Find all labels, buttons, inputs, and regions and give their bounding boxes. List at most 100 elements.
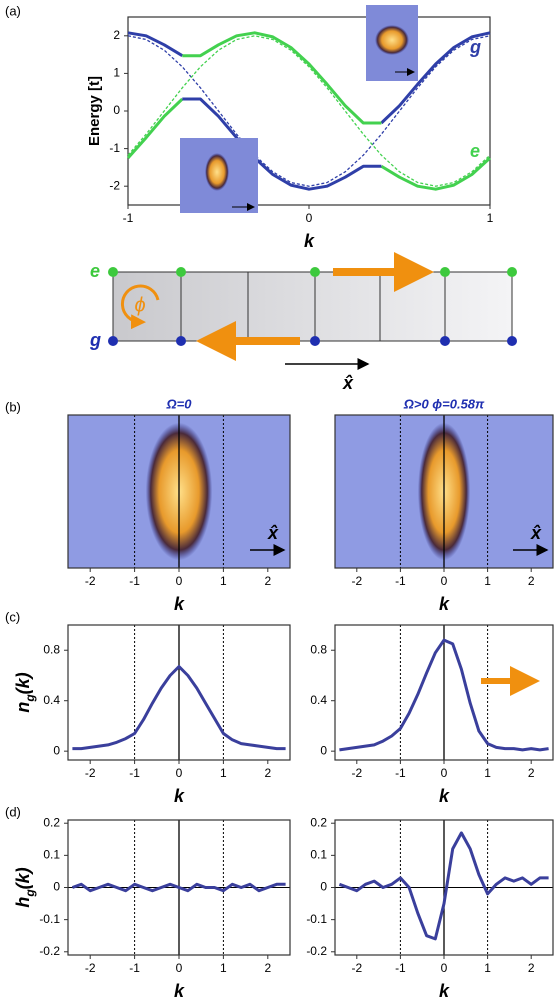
y-tick-label: 2 <box>113 28 120 42</box>
x-axis-label: k <box>439 594 450 614</box>
x-tick-label: -1 <box>395 766 406 780</box>
phase-arrow <box>120 284 160 330</box>
x-tick-label: -2 <box>85 766 96 780</box>
y-tick-label: 1 <box>113 66 120 80</box>
x-tick-label: -2 <box>351 766 362 780</box>
g-sites <box>108 336 517 346</box>
x-tick-label: -2 <box>351 574 362 588</box>
e-sites <box>108 267 517 277</box>
y-tick-label: 0 <box>320 880 327 894</box>
y-tick-label: -0.1 <box>306 912 327 926</box>
y-tick-label: -2 <box>109 178 120 192</box>
g-label: g <box>89 330 101 350</box>
x-tick-label: -1 <box>129 961 140 975</box>
plots: (a) -1 0 1 k -2 -1 0 1 2 Energy [t] g e (b) Ω=0 -2 -1 0 1 2… <box>5 3 554 1001</box>
y-tick-label: 0.1 <box>43 848 60 862</box>
x-axis-label: k <box>304 231 315 251</box>
annotation: e <box>470 141 480 161</box>
inset-cloud <box>205 153 229 191</box>
x-tick-label: 2 <box>528 574 535 588</box>
y-axis-label-part: (k) <box>13 672 33 694</box>
x-tick-label: 1 <box>487 211 494 225</box>
x-tick-label: -1 <box>395 961 406 975</box>
x-tick-label: -2 <box>85 574 96 588</box>
y-tick-label: -0.1 <box>39 912 60 926</box>
x-tick-label: -1 <box>395 574 406 588</box>
y-axis-label-part: g <box>23 889 37 898</box>
y-tick-label: 0.8 <box>43 642 60 656</box>
series-line <box>182 97 382 191</box>
x-tick-label: 0 <box>441 766 448 780</box>
series-line <box>71 882 286 893</box>
y-axis-label-part: (k) <box>13 867 33 889</box>
x-axis-label: k <box>174 981 185 1001</box>
x-axis-label: k <box>174 594 185 614</box>
lattice-rungs <box>112 272 513 341</box>
y-tick-label: -0.2 <box>39 944 60 958</box>
annotation: x̂ <box>530 523 542 543</box>
lattice-fill <box>113 272 512 341</box>
x-tick-label: 0 <box>176 961 183 975</box>
x-tick-label: 0 <box>306 211 313 225</box>
series-line <box>127 35 491 187</box>
x-tick-label: 1 <box>484 574 491 588</box>
x-tick-label: 0 <box>441 961 448 975</box>
x-tick-label: 0 <box>176 766 183 780</box>
x-tick-label: 0 <box>441 574 448 588</box>
x-tick-label: 1 <box>484 766 491 780</box>
series-line <box>72 665 286 751</box>
x-tick-label: 0 <box>176 574 183 588</box>
y-tick-label: -1 <box>109 141 120 155</box>
e-label: e <box>90 261 100 281</box>
x-tick-label: 2 <box>264 766 271 780</box>
inset-images <box>180 5 418 213</box>
x-tick-label: 2 <box>264 574 271 588</box>
series-line <box>182 31 382 125</box>
y-axis-label-part: h <box>13 897 33 908</box>
y-axis-label-part: g <box>23 694 37 703</box>
y-tick-label: -0.2 <box>306 944 327 958</box>
x-tick-label: -1 <box>129 574 140 588</box>
x-tick-label: 1 <box>220 574 227 588</box>
x-axis-label: k <box>439 981 450 1001</box>
panel-label: (a) <box>5 3 21 18</box>
y-tick-label: 0 <box>53 880 60 894</box>
panel-label: (d) <box>5 804 21 819</box>
y-axis-label: ng(k) <box>13 672 37 712</box>
x-tick-label: 2 <box>528 961 535 975</box>
axis-label: x̂ <box>342 373 354 393</box>
y-tick-label: 0.4 <box>310 693 327 707</box>
y-tick-label: 0.1 <box>310 848 327 862</box>
x-tick-label: -1 <box>123 211 134 225</box>
series-line <box>127 35 491 187</box>
annotation: g <box>469 37 481 57</box>
y-tick-label: 0.2 <box>43 815 60 829</box>
series-line <box>127 31 491 125</box>
x-tick-label: 1 <box>220 766 227 780</box>
x-tick-label: -2 <box>351 961 362 975</box>
inset-cloud <box>375 25 409 55</box>
y-axis-label: Energy [t] <box>86 76 103 146</box>
series-line <box>338 831 549 941</box>
lattice-diagram: ϕ e g x̂ <box>89 252 517 393</box>
y-axis-label: hg(k) <box>13 867 37 907</box>
x-tick-label: 2 <box>528 766 535 780</box>
y-tick-label: 0.4 <box>43 693 60 707</box>
x-tick-label: 1 <box>484 961 491 975</box>
x-tick-label: 2 <box>264 961 271 975</box>
phase-label: ϕ <box>134 294 145 316</box>
y-tick-label: 0 <box>53 743 60 757</box>
panel-label: (c) <box>5 609 20 624</box>
x-axis-label: k <box>439 786 450 806</box>
panel-label: (b) <box>5 399 21 414</box>
annotation: x̂ <box>267 523 279 543</box>
x-axis-label: k <box>174 786 185 806</box>
y-tick-label: 0.2 <box>310 815 327 829</box>
series-line <box>126 97 492 191</box>
panel-title: Ω>0 ϕ=0.58π <box>403 396 485 411</box>
series-line <box>339 638 549 752</box>
x-tick-label: 1 <box>220 961 227 975</box>
panel-title: Ω=0 <box>166 396 193 411</box>
x-tick-label: -1 <box>129 766 140 780</box>
